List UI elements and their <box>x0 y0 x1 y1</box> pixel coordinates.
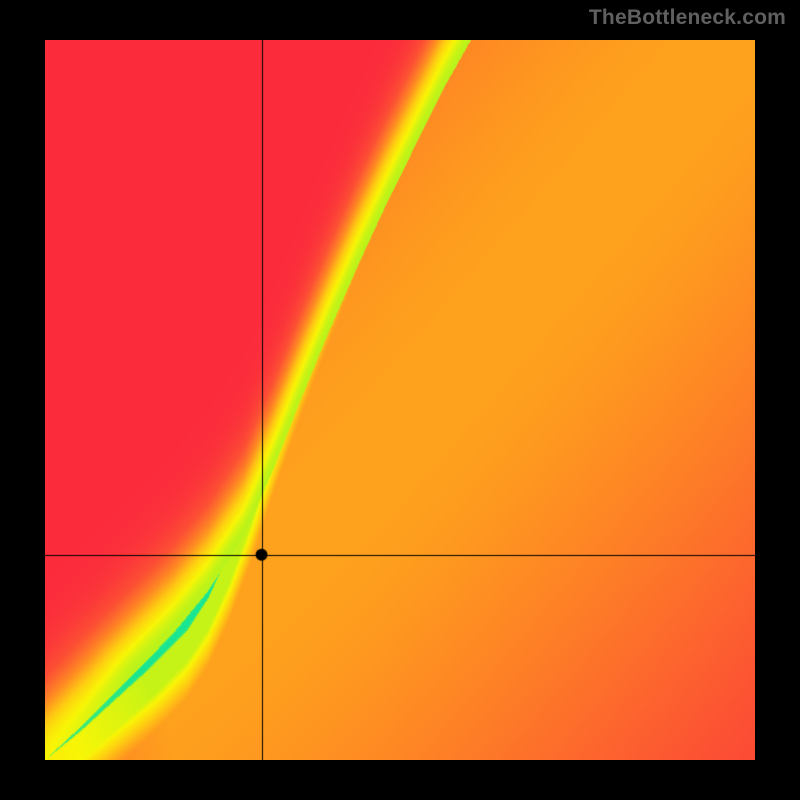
page-root: TheBottleneck.com <box>0 0 800 800</box>
bottleneck-heatmap <box>45 40 755 760</box>
watermark-text: TheBottleneck.com <box>589 6 786 30</box>
plot-frame <box>45 40 755 760</box>
